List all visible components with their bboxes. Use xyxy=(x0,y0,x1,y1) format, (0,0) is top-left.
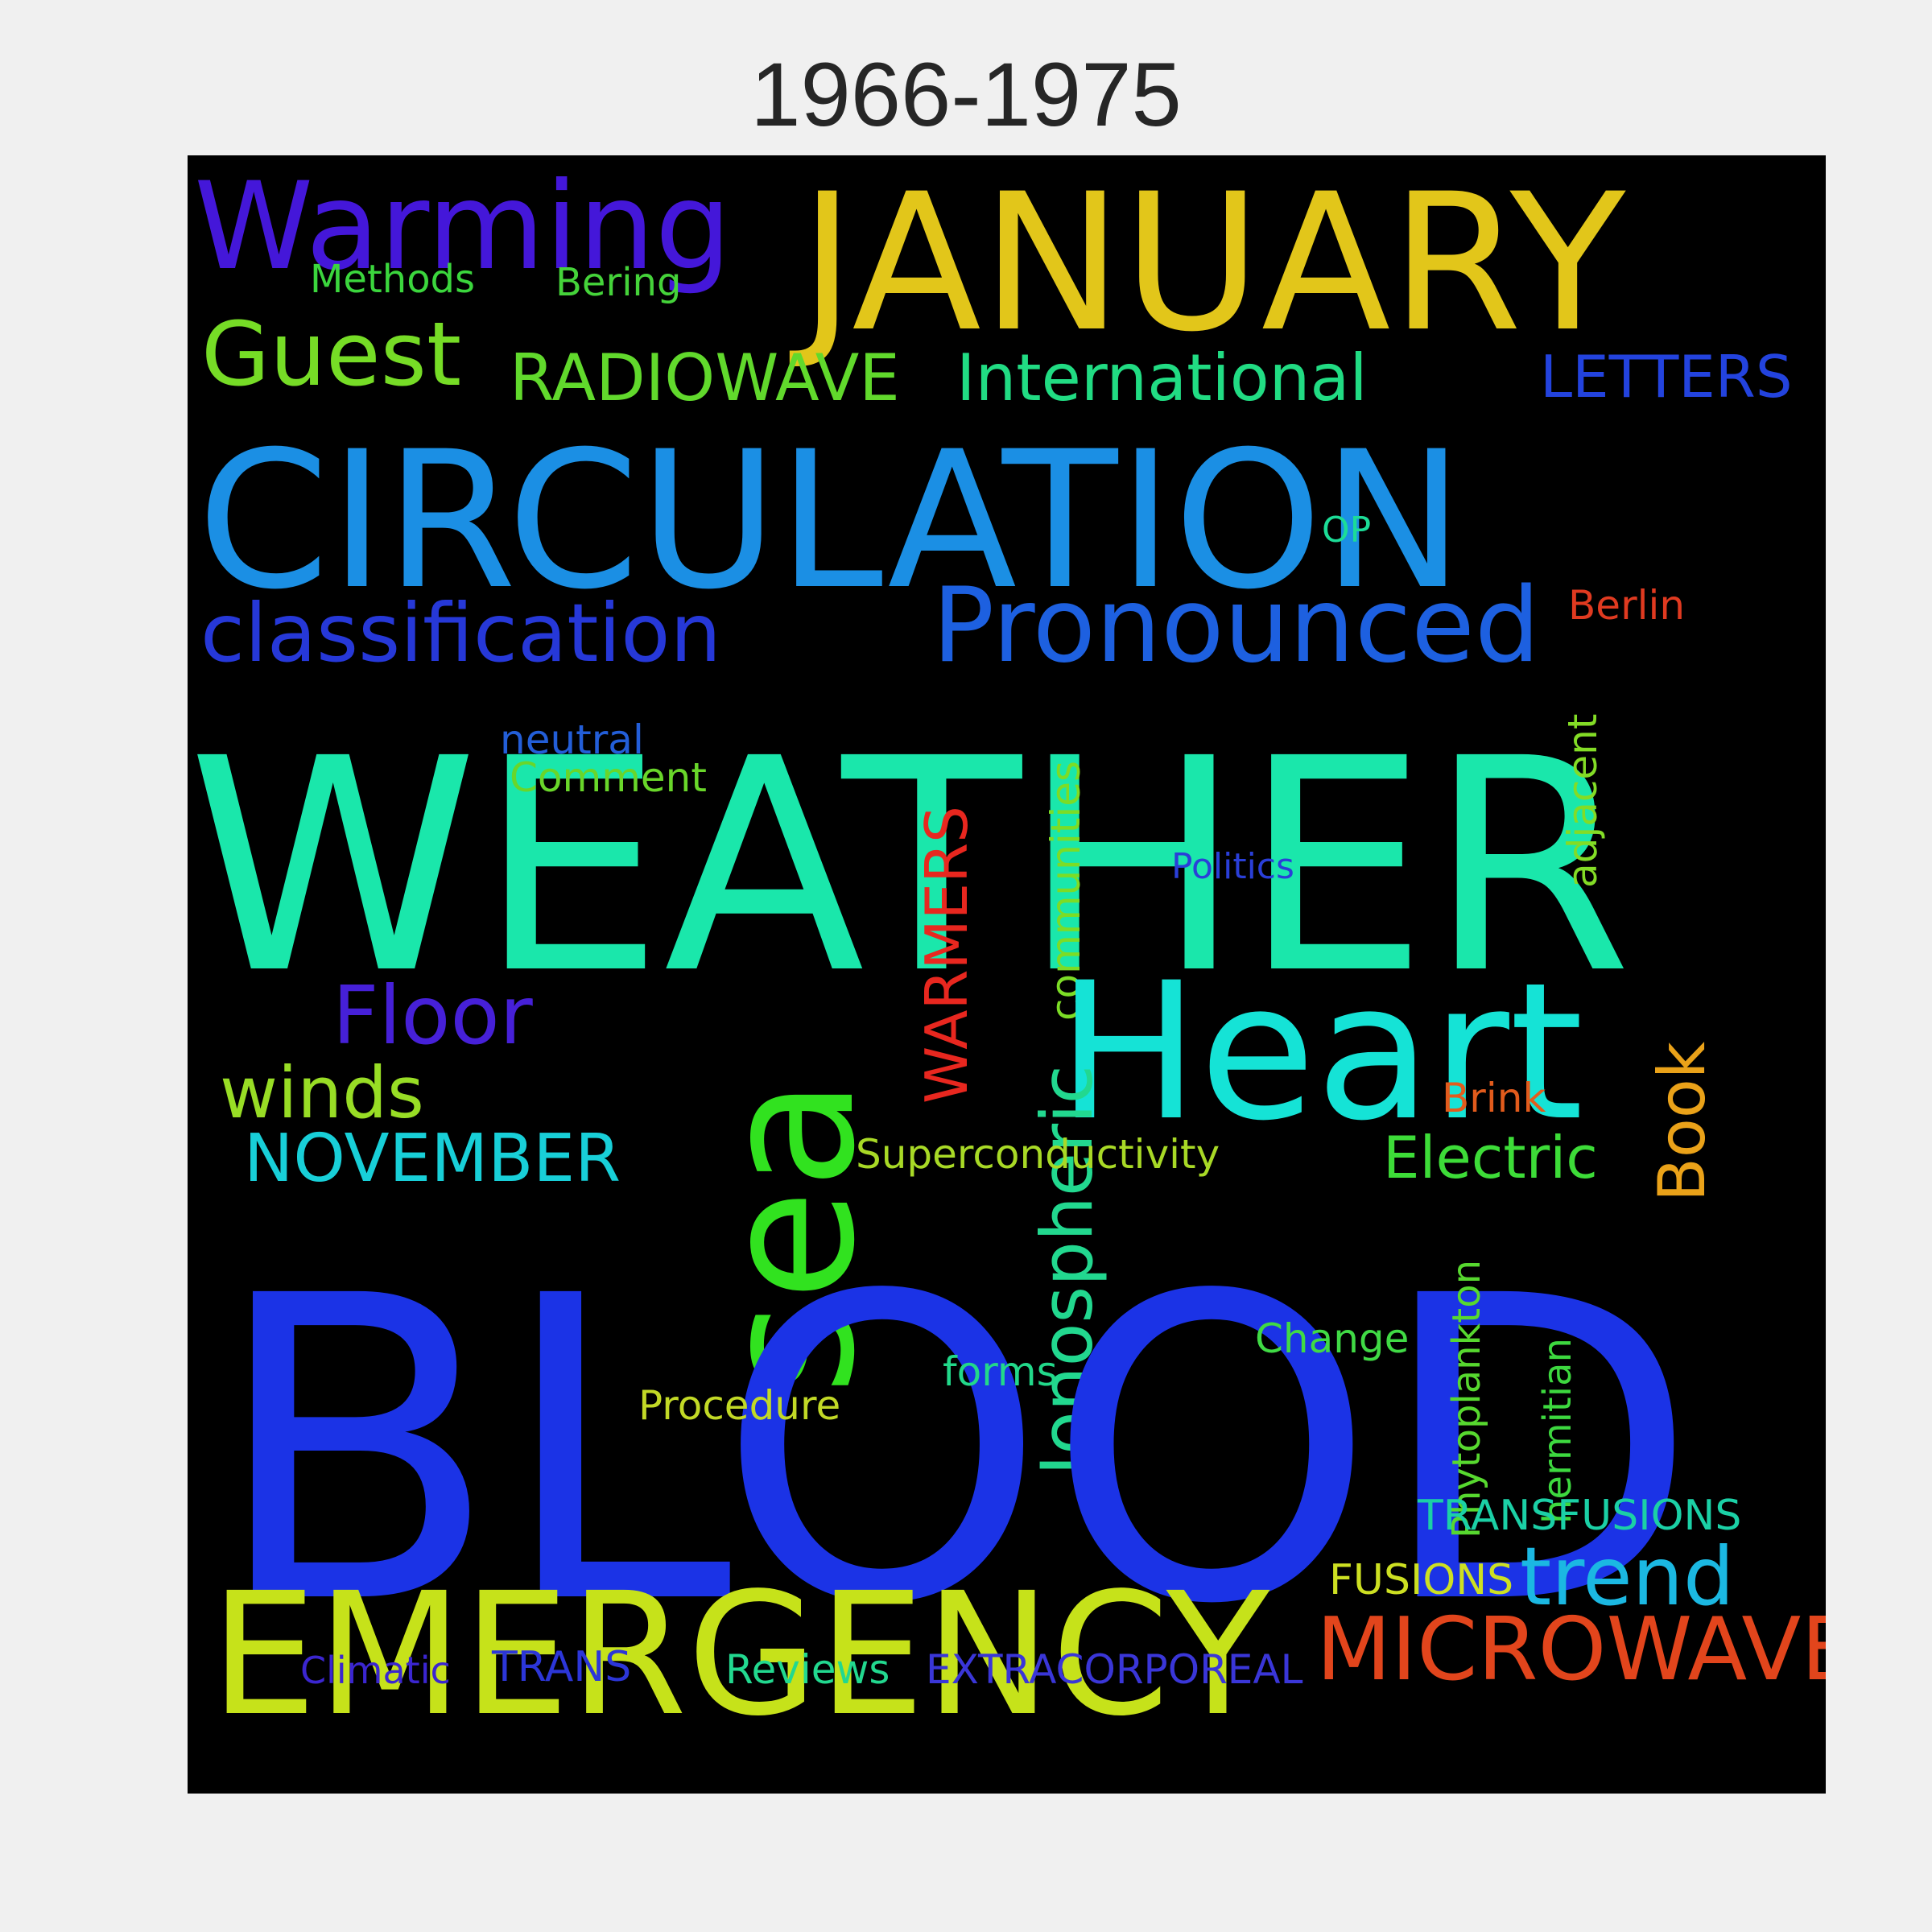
cloud-word-fusions: FUSIONS xyxy=(1329,1556,1513,1604)
cloud-word-warming: Warming xyxy=(194,157,732,297)
cloud-word-trend: trend xyxy=(1520,1530,1735,1624)
cloud-word-extracorporeal: EXTRACORPOREAL xyxy=(926,1646,1303,1693)
cloud-word-heart: Heart xyxy=(1057,943,1583,1162)
word-cloud: Warming JANUARY Methods Bering Guest RADIOWAV… xyxy=(188,155,1826,1794)
cloud-word-sea: sea xyxy=(684,1078,895,1395)
cloud-word-winds: winds xyxy=(220,1051,424,1134)
cloud-word-floor: Floor xyxy=(332,968,534,1063)
cloud-word-reviews: Reviews xyxy=(725,1646,890,1693)
cloud-word-forms: forms xyxy=(943,1348,1058,1395)
word-cloud-canvas: Warming JANUARY Methods Bering Guest RADIOWAV… xyxy=(188,155,1826,1753)
cloud-word-brink: Brink xyxy=(1442,1075,1546,1121)
cloud-word-methods: Methods xyxy=(310,257,475,302)
cloud-word-trans: TRANS xyxy=(491,1643,631,1691)
cloud-word-radiowave: RADIOWAVE xyxy=(510,341,900,415)
cloud-word-comment: Comment xyxy=(510,754,707,801)
cloud-word-change: Change xyxy=(1255,1315,1409,1362)
cloud-word-circulation: CIRCULATION xyxy=(197,411,1464,631)
cloud-word-electric: Electric xyxy=(1383,1124,1598,1191)
cloud-word-warmers: WARMERS xyxy=(913,806,980,1104)
cloud-word-guest: Guest xyxy=(201,303,461,406)
cloud-word-classification: classification xyxy=(200,586,721,680)
cloud-word-adjacent: adjacent xyxy=(1559,714,1606,888)
cloud-word-letters: LETTERS xyxy=(1540,343,1793,411)
cloud-word-hermitian: hermitian xyxy=(1535,1338,1580,1524)
cloud-word-transfusions: TRANSFUSIONS xyxy=(1417,1492,1741,1540)
cloud-word-climatic: Climatic xyxy=(300,1649,451,1692)
cloud-word-superconductivity: Superconductivity xyxy=(856,1131,1220,1178)
cloud-word-phytoplankton: Phytoplankton xyxy=(1444,1260,1489,1538)
cloud-word-international: International xyxy=(956,341,1368,415)
cloud-word-neutral: neutral xyxy=(500,716,644,763)
cloud-word-weather: WEATHER xyxy=(188,696,1633,1038)
cloud-word-procedure: Procedure xyxy=(638,1382,840,1429)
cloud-word-bering: Bering xyxy=(555,260,681,305)
cloud-word-microwave: MICROWAVE xyxy=(1316,1600,1826,1700)
cloud-word-op: OP xyxy=(1322,510,1371,551)
cloud-word-january: JANUARY xyxy=(789,155,1626,374)
cloud-word-berlin: Berlin xyxy=(1568,582,1685,629)
cloud-word-blood: BLOOD xyxy=(212,1208,1699,1695)
cloud-word-ionospheric: Ionospheric xyxy=(1026,1065,1108,1476)
cloud-word-emergency: EMERGENCY xyxy=(210,1556,1270,1753)
cloud-word-pronounced: Pronounced xyxy=(932,566,1540,686)
cloud-word-communities: communities xyxy=(1042,761,1089,1021)
chart-title: 1966-1975 xyxy=(750,44,1182,145)
cloud-word-politics: Politics xyxy=(1171,846,1294,887)
cloud-word-november: NOVEMBER xyxy=(244,1121,621,1197)
cloud-word-book: Book xyxy=(1645,1041,1719,1202)
